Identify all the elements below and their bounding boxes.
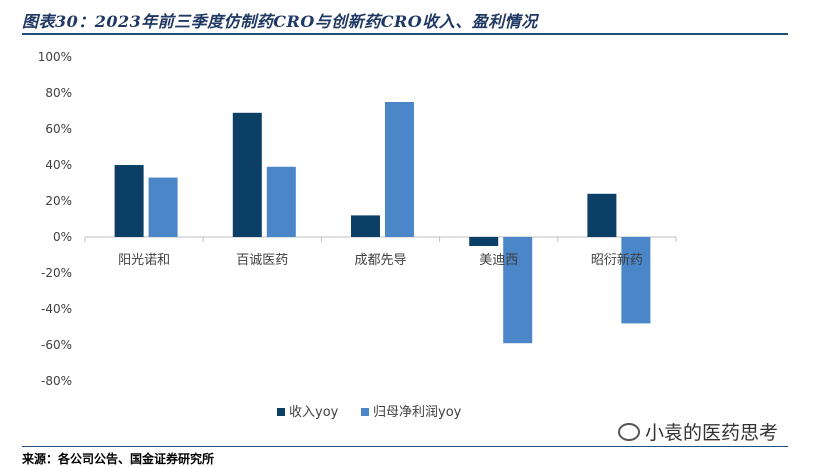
legend-swatch — [361, 408, 369, 416]
category-label: 美迪西 — [479, 253, 518, 268]
bar-revenue-yoy — [114, 165, 144, 237]
watermark: 小袁的医药思考 — [618, 418, 778, 445]
category-label: 成都先导 — [354, 253, 406, 268]
category-label: 昭衍新药 — [591, 252, 643, 268]
bar-profit-yoy — [503, 237, 533, 344]
wechat-icon — [618, 423, 640, 441]
y-tick-label: -20% — [41, 266, 72, 280]
y-tick-label: -60% — [41, 338, 72, 352]
title-divider — [22, 33, 788, 35]
y-tick-label: -80% — [41, 374, 72, 388]
category-label: 百诚医药 — [236, 253, 288, 268]
bar-profit-yoy — [621, 237, 651, 324]
legend-label: 归母净利润yoy — [373, 405, 462, 420]
source-note: 来源：各公司公告、国金证券研究所 — [22, 452, 215, 466]
y-tick-label: 60% — [45, 122, 72, 136]
bar-revenue-yoy — [587, 193, 617, 237]
bar-revenue-yoy — [232, 112, 262, 237]
y-tick-label: -40% — [41, 302, 72, 316]
bar-profit-yoy — [266, 166, 296, 237]
category-label: 阳光诺和 — [118, 253, 170, 268]
figure-title: 图表30：2023年前三季度仿制药CRO与创新药CRO收入、盈利情况 — [22, 12, 538, 31]
bar-revenue-yoy — [469, 237, 499, 246]
bar-profit-yoy — [148, 177, 178, 237]
y-tick-label: 100% — [38, 50, 72, 64]
source-divider — [22, 446, 788, 447]
y-tick-label: 40% — [45, 158, 72, 172]
bar-revenue-yoy — [351, 215, 380, 237]
legend-label: 收入yoy — [289, 405, 339, 420]
y-tick-label: 80% — [45, 86, 72, 100]
bar-profit-yoy — [385, 102, 414, 237]
bar-chart: 100% 80% 60% 40% 20% 0% -20% -40% -60% -80% 阳光诺和 百诚… — [38, 50, 677, 420]
y-tick-label: 20% — [45, 194, 72, 208]
watermark-text: 小袁的医药思考 — [645, 422, 779, 444]
y-tick-label: 0% — [53, 230, 72, 244]
legend-swatch — [277, 408, 285, 416]
